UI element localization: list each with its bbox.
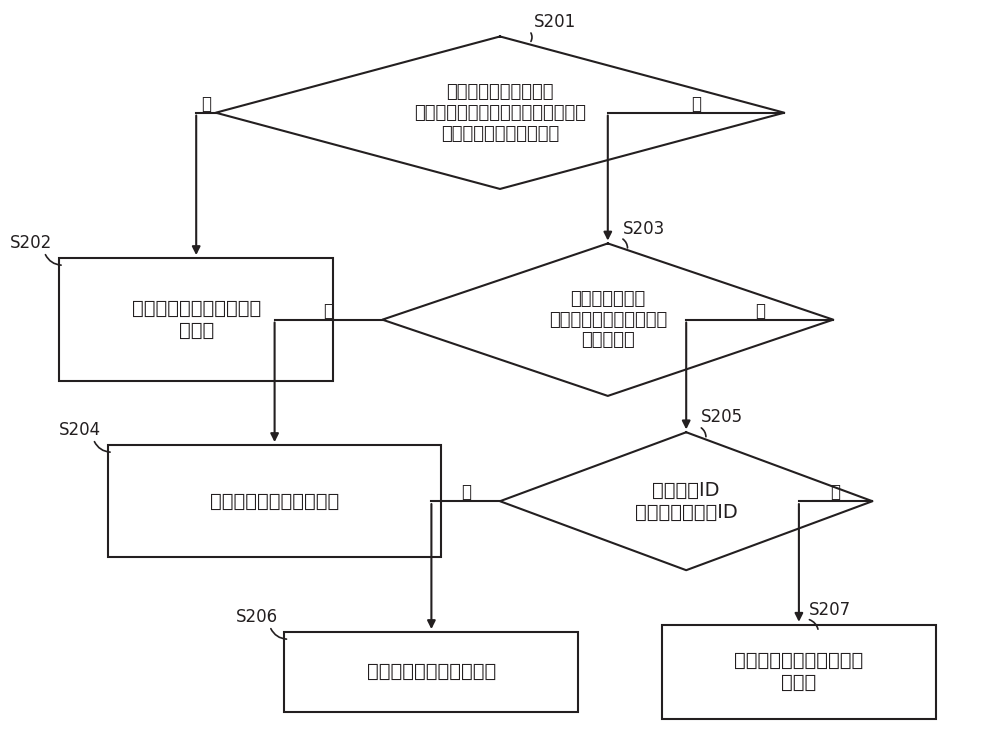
Text: S202: S202 — [10, 234, 52, 252]
Bar — [59, 258, 333, 382]
Text: S207: S207 — [809, 601, 851, 619]
Text: 服务器主机切换为新服务
器备机: 服务器主机切换为新服务 器备机 — [132, 299, 261, 340]
Text: S205: S205 — [701, 408, 743, 426]
Text: S206: S206 — [235, 608, 278, 626]
Polygon shape — [382, 243, 833, 396]
Text: 服务器主机维持主机状态: 服务器主机维持主机状态 — [367, 662, 496, 682]
Text: 是: 是 — [201, 95, 211, 113]
Text: 判断本机优先级
是否高于心跳请求帧发送
方的优先级: 判断本机优先级 是否高于心跳请求帧发送 方的优先级 — [549, 290, 667, 350]
Text: 服务器主机切换为新服务
器备机: 服务器主机切换为新服务 器备机 — [734, 651, 864, 692]
Text: 服务器主机维持主机状态: 服务器主机维持主机状态 — [210, 492, 339, 511]
Text: S203: S203 — [622, 219, 665, 238]
Bar — [108, 445, 441, 557]
Text: 否: 否 — [755, 302, 765, 320]
Bar — [284, 632, 578, 712]
Text: 否: 否 — [831, 483, 841, 502]
Text: 判断本机ID
是否为预设主机ID: 判断本机ID 是否为预设主机ID — [635, 481, 738, 522]
Polygon shape — [216, 36, 784, 189]
Polygon shape — [500, 432, 872, 571]
Text: 在接收到心跳请求帧的
情况下，判断本机优先级是否低于心
跳请求帧发送方的优先级: 在接收到心跳请求帧的 情况下，判断本机优先级是否低于心 跳请求帧发送方的优先级 — [414, 83, 586, 142]
Text: S201: S201 — [534, 13, 577, 30]
Text: 是: 是 — [461, 483, 471, 502]
Text: 是: 是 — [324, 302, 334, 320]
Bar — [662, 625, 936, 719]
Text: S204: S204 — [59, 421, 101, 439]
Text: 否: 否 — [691, 95, 701, 113]
